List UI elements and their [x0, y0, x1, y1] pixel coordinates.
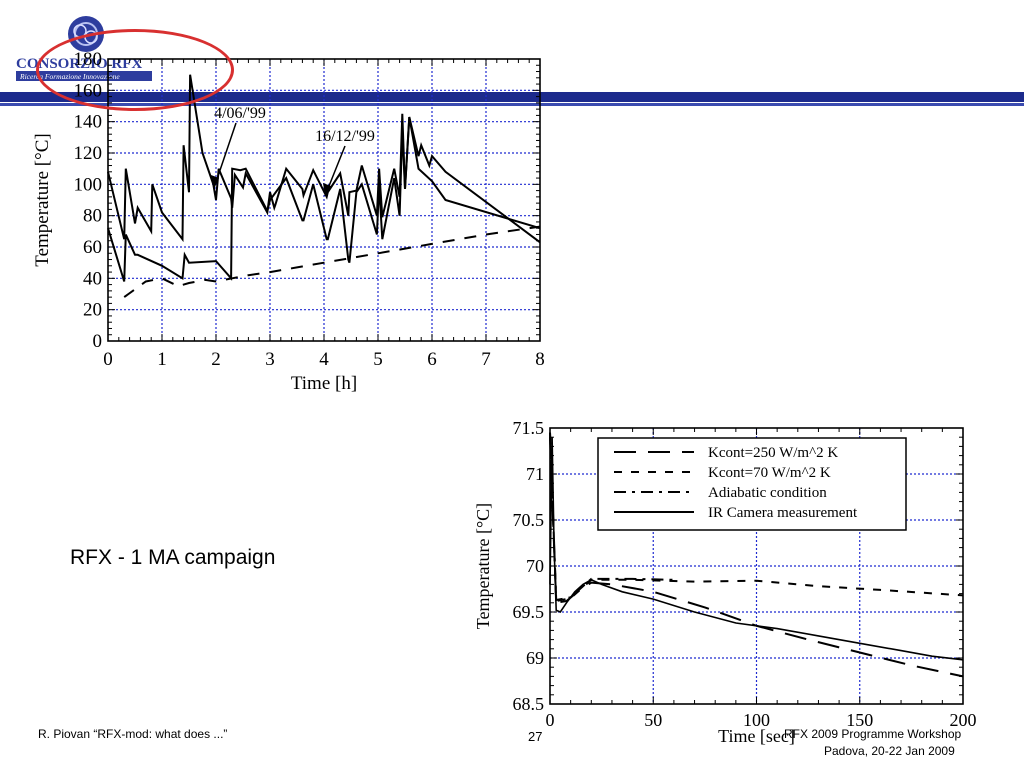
legend-label-4: IR Camera measurement [708, 505, 858, 521]
series-line-2 [549, 432, 964, 603]
x-tick-label: 150 [846, 710, 873, 730]
header-band-accent [0, 103, 1024, 106]
highlight-circle [36, 29, 234, 111]
y-tick-label: 71 [526, 464, 544, 484]
y-tick-label: 80 [83, 206, 102, 227]
y-tick-label: 40 [83, 268, 102, 289]
y-tick-label: 70 [526, 556, 544, 576]
legend-label-1: Kcont=250 W/m^2 K [708, 445, 838, 461]
x-tick-label: 1 [157, 349, 167, 370]
series-line-4 [549, 437, 964, 661]
y-tick-label: 60 [83, 237, 102, 258]
x-tick-label: 5 [373, 349, 383, 370]
footer-workshop: RFX 2009 Programme Workshop [784, 727, 962, 741]
x-tick-label: 100 [743, 710, 770, 730]
y-axis-label: Temperature [°C] [473, 503, 493, 629]
annotation-date-2: 16/12/'99 [315, 128, 375, 145]
x-tick-label: 2 [211, 349, 221, 370]
y-tick-label: 120 [74, 143, 103, 164]
y-tick-label: 71.5 [513, 418, 545, 438]
y-tick-label: 69.5 [513, 602, 545, 622]
y-tick-label: 69 [526, 648, 544, 668]
x-tick-label: 0 [103, 349, 113, 370]
header-band [0, 92, 1024, 102]
x-tick-label: 0 [546, 710, 555, 730]
legend-label-2: Kcont=70 W/m^2 K [708, 465, 831, 481]
footer-page-number: 27 [528, 729, 543, 744]
x-tick-label: 6 [427, 349, 437, 370]
series-line-3 [123, 225, 541, 298]
y-tick-label: 68.5 [513, 694, 545, 714]
annotation-date-1: 4/06/'99 [214, 105, 266, 122]
y-tick-label: 100 [74, 174, 103, 195]
footer-venue: Padova, 20-22 Jan 2009 [824, 744, 955, 758]
x-axis-label: Time [h] [291, 373, 357, 394]
series-line-2 [107, 116, 541, 282]
footer-author: R. Piovan “RFX-mod: what does ...” [38, 727, 228, 741]
x-tick-label: 4 [319, 349, 329, 370]
x-axis-label: Time [sec] [718, 726, 795, 746]
annotation-arrowhead-2 [323, 183, 331, 196]
x-tick-label: 7 [481, 349, 491, 370]
x-tick-label: 3 [265, 349, 275, 370]
y-tick-label: 20 [83, 300, 102, 321]
x-tick-label: 200 [950, 710, 977, 730]
series-line-1 [549, 437, 964, 678]
y-axis-label: Temperature [°C] [32, 133, 53, 266]
x-tick-label: 50 [644, 710, 662, 730]
temperature-vs-hours-chart: 0 1 2 3 4 5 6 7 8 0 20 40 60 80 100 120 140 160 180 Time [h… [0, 0, 600, 410]
y-tick-label: 70.5 [513, 510, 545, 530]
legend-box [597, 437, 907, 531]
y-tick-label: 0 [93, 331, 103, 352]
y-tick-label: 140 [74, 112, 103, 133]
legend-label-3: Adiabatic condition [708, 485, 827, 501]
annotation-arrowhead-1 [211, 175, 219, 188]
plot-frame [107, 58, 541, 342]
campaign-label: RFX - 1 MA campaign [70, 546, 276, 569]
x-tick-label: 8 [535, 349, 545, 370]
annotation-arrow-1 [213, 122, 237, 189]
